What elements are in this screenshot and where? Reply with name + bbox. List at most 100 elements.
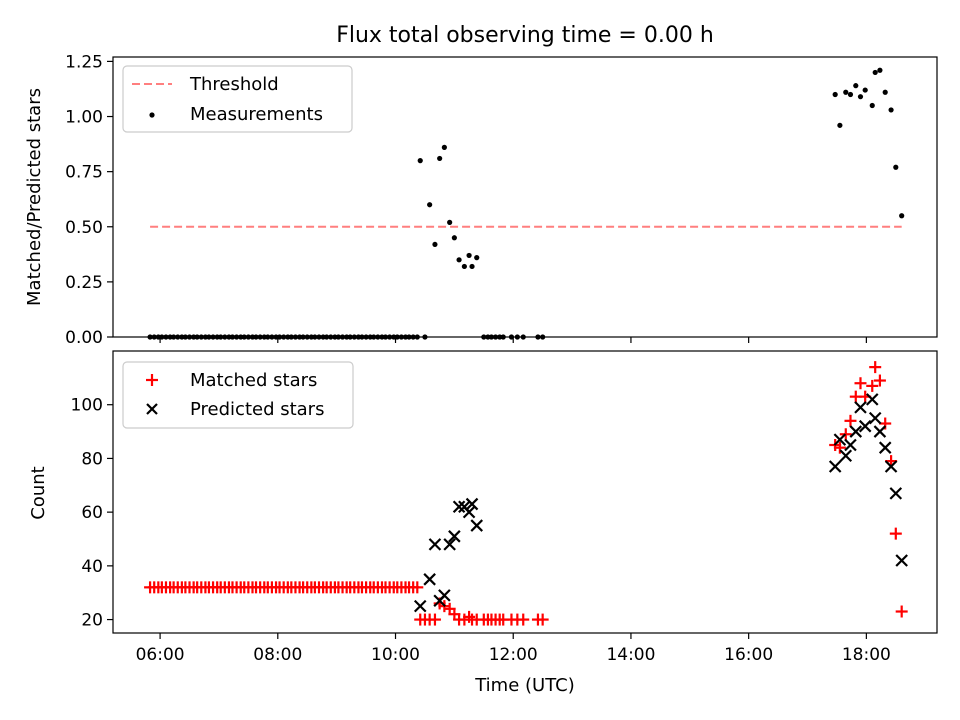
measurements-legend-swatch <box>149 112 155 118</box>
bottom-x-ticks: 06:00 08:00 10:00 12:00 14:00 16:00 18:00 <box>136 633 891 665</box>
predicted-star-point <box>428 538 442 551</box>
predicted-legend-swatch <box>146 403 158 415</box>
x-tick-label: 06:00 <box>136 645 185 665</box>
bottom-y-tick-label: 100 <box>71 396 103 416</box>
measurement-point <box>872 69 878 76</box>
top-legend-box <box>122 65 353 133</box>
measurement-point <box>837 122 843 128</box>
measurement-point <box>474 255 480 261</box>
measurement-point <box>853 83 859 89</box>
predicted-star-point <box>895 554 908 567</box>
measurement-point <box>437 155 443 162</box>
predicted-star-point <box>884 460 898 473</box>
top-y-tick-label: 0.50 <box>65 218 103 238</box>
x-tick-label: 18:00 <box>842 645 891 665</box>
measurement-point <box>461 263 467 270</box>
predicted-star-point <box>839 449 853 463</box>
x-tick-label: 14:00 <box>606 645 655 665</box>
x-tick-label: 16:00 <box>724 645 773 665</box>
measurement-point <box>832 91 838 98</box>
measurement-point <box>451 235 457 241</box>
measurement-point <box>441 144 447 150</box>
matched-legend-swatch <box>146 374 158 386</box>
measurement-point <box>899 213 905 219</box>
measurement-point <box>427 202 433 208</box>
top-legend: Threshold Measurements <box>122 65 353 133</box>
matched-star-point <box>895 605 908 618</box>
top-x-ticks <box>159 337 867 343</box>
matched-star-point <box>517 613 530 626</box>
measurement-point <box>869 102 875 109</box>
bottom-y-tick-label: 40 <box>81 557 103 577</box>
measurement-point <box>456 257 462 263</box>
matched-star-point <box>428 613 441 626</box>
predicted-star-point <box>423 573 436 586</box>
measurement-point <box>843 89 849 95</box>
top-axes-frame <box>112 56 938 338</box>
matched-legend-label: Matched stars <box>190 370 317 391</box>
predicted-star-point <box>865 393 879 406</box>
top-y-tick-label: 0.75 <box>65 163 103 183</box>
predicted-star-point <box>438 589 451 602</box>
top-panel: 0.00 0.25 0.50 0.75 1.00 1.25 Matched/Predict… <box>24 52 938 348</box>
threshold-legend-label: Threshold <box>189 74 279 95</box>
measurement-point <box>847 91 854 98</box>
bottom-y-tick-label: 20 <box>81 611 103 631</box>
predicted-star-point <box>833 433 847 446</box>
top-y-tick-label: 1.25 <box>65 52 103 72</box>
matched-star-point <box>866 379 879 392</box>
matched-star-point <box>833 441 846 454</box>
chart-title: Flux total observing time = 0.00 h <box>336 23 714 48</box>
measurement-point <box>882 89 888 95</box>
measurement-point <box>432 241 438 248</box>
predicted-star-point <box>462 505 476 519</box>
predicted-star-point <box>470 519 484 532</box>
predicted-star-point <box>828 460 842 473</box>
bottom-y-axis-label: Count <box>28 466 49 519</box>
measurement-point <box>877 67 883 73</box>
predicted-star-point <box>844 438 857 452</box>
predicted-star-point <box>858 419 872 433</box>
x-tick-label: 08:00 <box>253 645 302 665</box>
measurement-point <box>469 263 475 270</box>
measurement-point <box>466 252 472 259</box>
measurement-point <box>447 219 453 225</box>
measurement-point <box>857 94 864 100</box>
top-y-tick-label: 1.00 <box>65 108 103 128</box>
bottom-y-ticks: 20 40 60 80 100 <box>71 396 113 631</box>
bottom-legend: Matched stars Predicted stars <box>122 361 354 429</box>
predicted-star-point <box>443 538 456 551</box>
predicted-star-point <box>452 500 466 514</box>
matched-star-point <box>869 361 882 374</box>
measurement-point <box>893 164 899 170</box>
x-tick-label: 10:00 <box>371 645 420 665</box>
top-y-ticks: 0.00 0.25 0.50 0.75 1.00 1.25 <box>65 52 113 348</box>
x-axis-label: Time (UTC) <box>474 675 575 696</box>
top-y-axis-label: Matched/Predicted stars <box>24 88 45 306</box>
measurement-point <box>888 107 894 113</box>
matched-star-point <box>536 613 549 626</box>
predicted-star-point <box>465 497 479 511</box>
bottom-points-layer <box>144 361 908 626</box>
measurements-legend-label: Measurements <box>190 104 323 125</box>
bottom-panel: 20 40 60 80 100 06:00 08:00 10:00 12:00 14:00 16:… <box>28 350 938 696</box>
matched-star-point <box>889 527 902 540</box>
predicted-legend-label: Predicted stars <box>190 399 324 420</box>
predicted-star-point <box>873 425 887 438</box>
predicted-star-point <box>849 425 863 438</box>
predicted-star-point <box>868 411 882 425</box>
predicted-star-point <box>448 530 461 543</box>
predicted-star-point <box>889 487 903 500</box>
predicted-star-point <box>878 441 892 454</box>
predicted-star-point <box>413 599 427 613</box>
bottom-y-tick-label: 60 <box>81 503 103 523</box>
measurement-point <box>417 158 423 164</box>
matched-star-point <box>844 414 857 427</box>
bottom-y-tick-label: 80 <box>81 449 103 469</box>
predicted-star-point <box>854 401 867 414</box>
matched-star-point <box>854 377 867 390</box>
bottom-axes-frame <box>112 350 938 634</box>
x-tick-label: 12:00 <box>489 645 538 665</box>
bottom-legend-box <box>122 361 354 429</box>
